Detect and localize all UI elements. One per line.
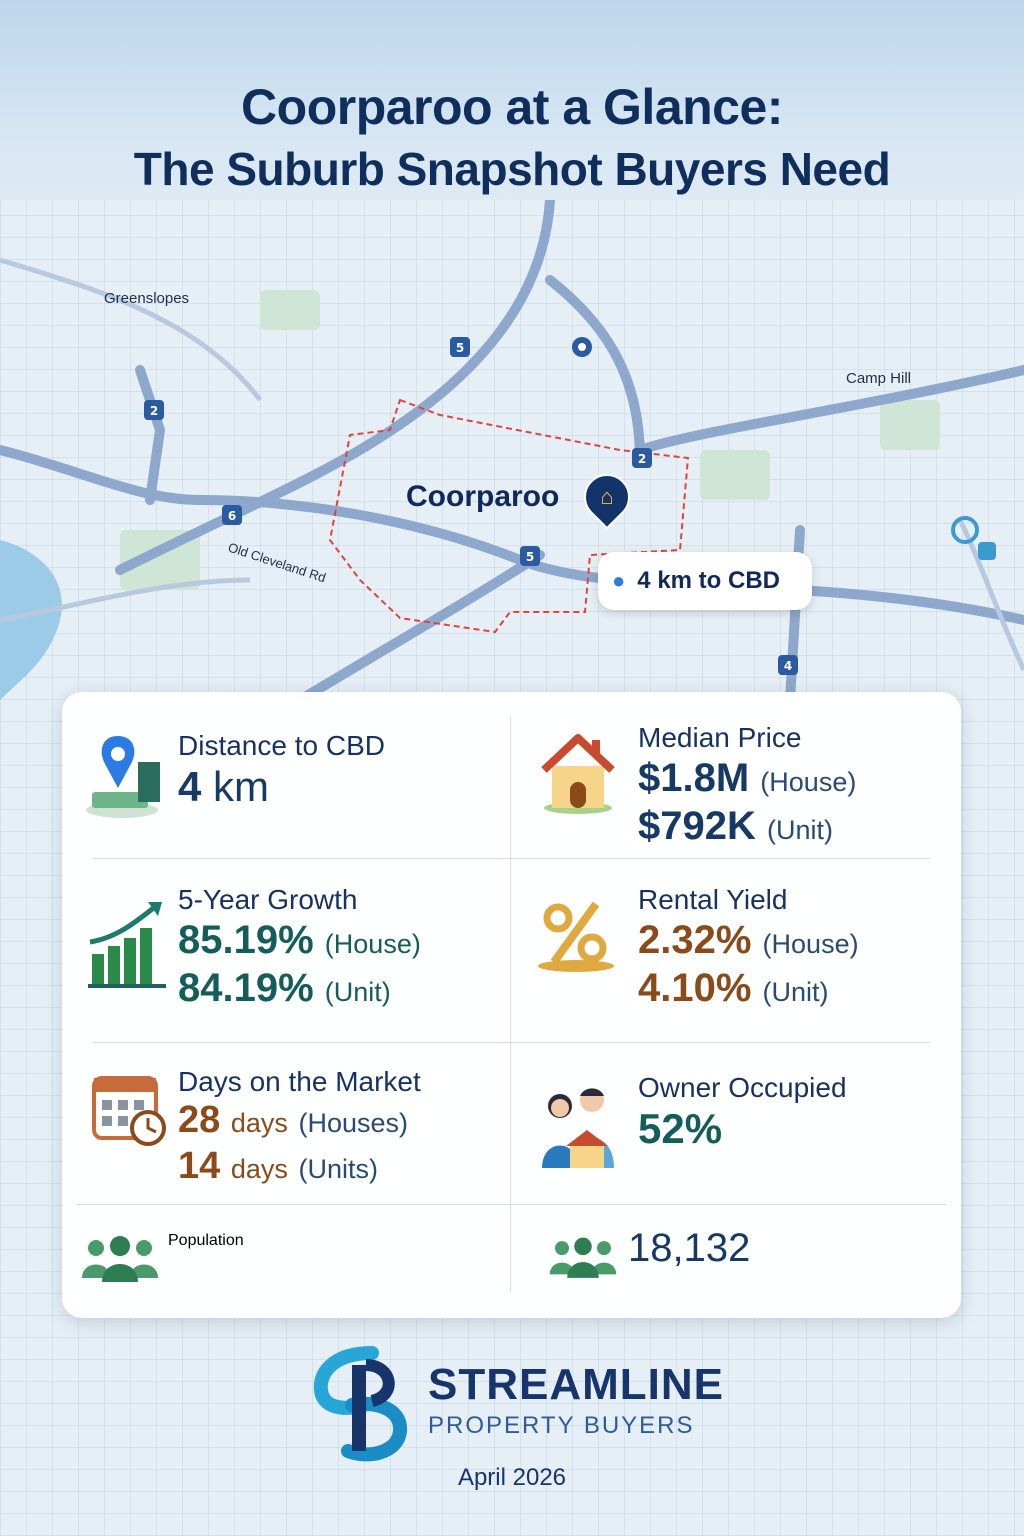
distance-cell: Distance to CBD 4 km [178,730,385,812]
days-unit-tag: (Units) [298,1153,378,1184]
svg-text:6: 6 [228,509,236,523]
owner-occupied-label: Owner Occupied [638,1072,847,1103]
median-house-tag: (House) [760,767,857,797]
growth-chart-icon [88,902,166,988]
row-divider [92,858,930,859]
owner-occupied-value: 52% [638,1105,723,1152]
cbd-distance-callout: ● 4 km to CBD [598,552,812,610]
page-title: Coorparoo at a Glance: [241,79,783,135]
days-market-cell: Days on the Market 28 days (Houses) 14 d… [178,1066,421,1189]
svg-text:5: 5 [526,550,534,564]
median-unit-value: $792K [638,804,756,848]
house-icon [541,734,615,814]
growth-house-value: 85.19% [178,918,314,962]
median-house-value: $1.8M [638,756,750,800]
svg-text:2: 2 [638,452,646,466]
median-price-label: Median Price [638,722,802,753]
median-unit-tag: (Unit) [767,815,833,845]
people-group-icon [549,1237,617,1278]
rental-yield-cell: Rental Yield 2.32% (House) 4.10% (Unit) [638,884,859,1012]
owner-occupied-cell: Owner Occupied 52% [638,1072,847,1154]
map-label-greenslopes: Greenslopes [104,290,190,307]
yield-house-tag: (House) [762,929,859,959]
people-group-icon [82,1236,158,1282]
brand-name: STREAMLINE [428,1360,724,1409]
map-pin-icon [86,736,160,818]
median-price-cell: Median Price $1.8M (House) $792K (Unit) [638,722,856,850]
days-house-value: 28 [178,1099,221,1141]
days-market-label: Days on the Market [178,1066,421,1097]
growth-house-tag: (House) [324,929,421,959]
days-house-tag: (Houses) [298,1108,408,1138]
cbd-callout-text: 4 km to CBD [637,567,780,594]
svg-text:2: 2 [150,404,158,418]
distance-label: Distance to CBD [178,730,385,761]
map-label-camp-hill: Camp Hill [846,370,912,387]
page-subtitle: The Suburb Snapshot Buyers Need [133,143,891,195]
brand-logo-icon [313,1346,407,1462]
yield-unit-value: 4.10% [638,966,752,1010]
growth-label: 5-Year Growth [178,884,358,915]
river [0,540,62,700]
stats-card: Distance to CBD 4 km Median Price $1.8M … [62,692,961,1318]
suburb-name: Coorparoo [406,480,560,513]
days-unit-word: days [230,1153,288,1184]
location-pin-icon: ● [612,568,626,593]
distance-value: 4 [178,763,202,810]
growth-cell: 5-Year Growth 85.19% (House) 84.19% (Uni… [178,884,421,1012]
growth-unit-value: 84.19% [178,966,314,1010]
publish-date: April 2026 [457,1464,567,1491]
svg-text:5: 5 [456,341,464,355]
row-divider [76,1204,946,1205]
population-value: 18,132 [628,1226,751,1270]
days-house-word: days [230,1108,288,1138]
column-divider [510,716,511,1292]
rental-yield-label: Rental Yield [638,884,788,915]
yield-house-value: 2.32% [638,918,752,962]
row-divider [92,1042,930,1043]
suburb-map: 5 2 6 5 2 4 [0,200,1024,700]
family-home-icon [542,1088,614,1168]
distance-unit: km [213,763,270,810]
population-label: Population [168,1232,244,1249]
days-unit-value: 14 [178,1144,221,1187]
calendar-clock-icon [92,1076,166,1146]
growth-unit-tag: (Unit) [324,977,391,1007]
brand-subtitle: PROPERTY BUYERS [428,1412,695,1439]
svg-text:4: 4 [784,659,792,673]
yield-unit-tag: (Unit) [762,977,829,1007]
percent-icon [538,901,614,972]
